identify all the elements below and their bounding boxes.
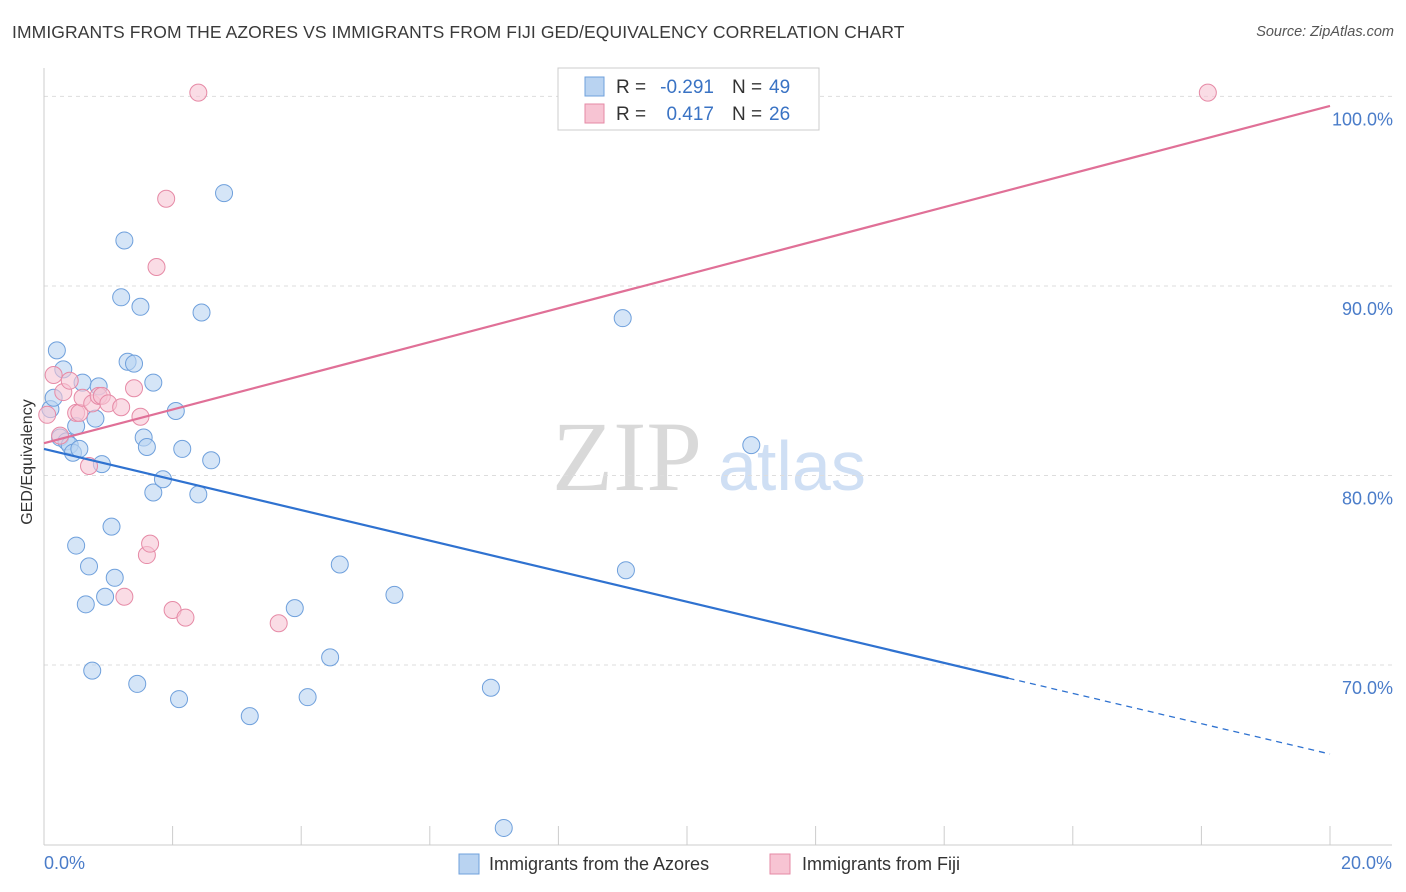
fiji-point-18: [141, 534, 160, 553]
y-tick-label-70: 70.0%: [1342, 678, 1393, 698]
bottom-legend-fiji-swatch: [769, 853, 791, 875]
azores-point-15: [86, 409, 105, 428]
fiji-point-20: [157, 189, 176, 208]
legend-fiji-r-label: R =: [616, 104, 646, 125]
legend-fiji-n-value: 26: [769, 104, 790, 125]
azores-point-28: [137, 438, 156, 457]
azores-point-42: [321, 648, 340, 667]
legend-azores-r-label: R =: [616, 77, 646, 98]
azores-point-22: [115, 231, 134, 250]
correlation-legend: R = -0.291 N = 49 R = 0.417 N = 26: [557, 67, 820, 131]
fiji-point-25: [1198, 83, 1217, 102]
azores-point-20: [105, 568, 124, 587]
legend-fiji-swatch: [584, 103, 605, 124]
azores-point-37: [202, 451, 221, 470]
fiji-point-19: [147, 257, 166, 276]
fiji-point-15: [125, 379, 144, 398]
azores-point-14: [83, 661, 102, 680]
azores-point-18: [96, 587, 115, 606]
fiji-point-13: [112, 398, 131, 417]
legend-azores-n-value: 49: [769, 77, 790, 98]
legend-fiji-n-label: N =: [732, 104, 762, 125]
legend-azores-r-value: -0.291: [660, 77, 714, 98]
azores-point-29: [144, 373, 163, 392]
azores-point-21: [112, 288, 131, 307]
azores-point-9: [67, 536, 86, 555]
azores-point-34: [173, 439, 192, 458]
x-axis-max-label: 20.0%: [1341, 853, 1392, 873]
azores-point-49: [742, 436, 761, 455]
y-tick-label-100: 100.0%: [1332, 109, 1393, 129]
azores-point-39: [240, 707, 259, 726]
azores-point-38: [215, 184, 234, 203]
azores-point-45: [481, 678, 500, 697]
fiji-trendline: [43, 104, 1331, 445]
watermark-atlas: atlas: [718, 427, 866, 505]
source-label: Source: ZipAtlas.com: [1256, 24, 1394, 40]
watermark-zip: ZIP: [552, 401, 702, 512]
azores-point-19: [102, 517, 121, 536]
series-fiji-points: [38, 83, 1217, 633]
azores-point-46: [494, 818, 513, 837]
trendlines: [43, 104, 1331, 755]
azores-point-26: [131, 297, 150, 316]
x-axis-ticks: [43, 826, 1331, 845]
azores-trendline-extension: [1008, 677, 1331, 755]
fiji-point-23: [189, 83, 208, 102]
y-axis-tick-labels: 70.0% 80.0% 90.0% 100.0%: [1332, 109, 1393, 698]
fiji-point-14: [115, 587, 134, 606]
azores-point-12: [76, 595, 95, 614]
azores-point-43: [330, 555, 349, 574]
azores-point-44: [385, 585, 404, 604]
azores-point-36: [192, 303, 211, 322]
legend-azores-n-label: N =: [732, 77, 762, 98]
y-tick-label-80: 80.0%: [1342, 488, 1393, 508]
azores-point-35: [189, 485, 208, 504]
y-tick-label-90: 90.0%: [1342, 299, 1393, 319]
bottom-legend-azores-swatch: [458, 853, 480, 875]
azores-point-25: [128, 674, 147, 693]
azores-point-40: [285, 599, 304, 618]
fiji-point-22: [176, 608, 195, 627]
fiji-point-4: [60, 371, 79, 390]
azores-point-47: [613, 309, 632, 328]
azores-point-41: [298, 688, 317, 707]
fiji-point-0: [38, 405, 57, 424]
legend-azores-swatch: [584, 76, 605, 97]
bottom-legend-fiji-label: Immigrants from Fiji: [802, 854, 960, 874]
azores-trendline: [43, 447, 1009, 680]
azores-point-48: [616, 561, 635, 580]
fiji-point-24: [269, 614, 288, 633]
azores-point-13: [80, 557, 99, 576]
bottom-legend-azores-label: Immigrants from the Azores: [489, 854, 709, 874]
y-axis-label: GED/Equivalency: [19, 399, 36, 524]
fiji-point-1: [44, 366, 63, 385]
series-legend: Immigrants from the Azores Immigrants fr…: [458, 853, 960, 875]
azores-point-33: [170, 690, 189, 709]
x-axis-min-label: 0.0%: [44, 853, 85, 873]
azores-point-24: [125, 354, 144, 373]
gridlines: [44, 95, 1392, 666]
legend-fiji-r-value: 0.417: [666, 104, 714, 125]
axes: [43, 68, 1392, 846]
azores-point-2: [47, 341, 66, 360]
watermark: ZIP atlas: [552, 401, 866, 512]
chart-title: IMMIGRANTS FROM THE AZORES VS IMMIGRANTS…: [12, 22, 905, 42]
azores-point-30: [144, 483, 163, 502]
